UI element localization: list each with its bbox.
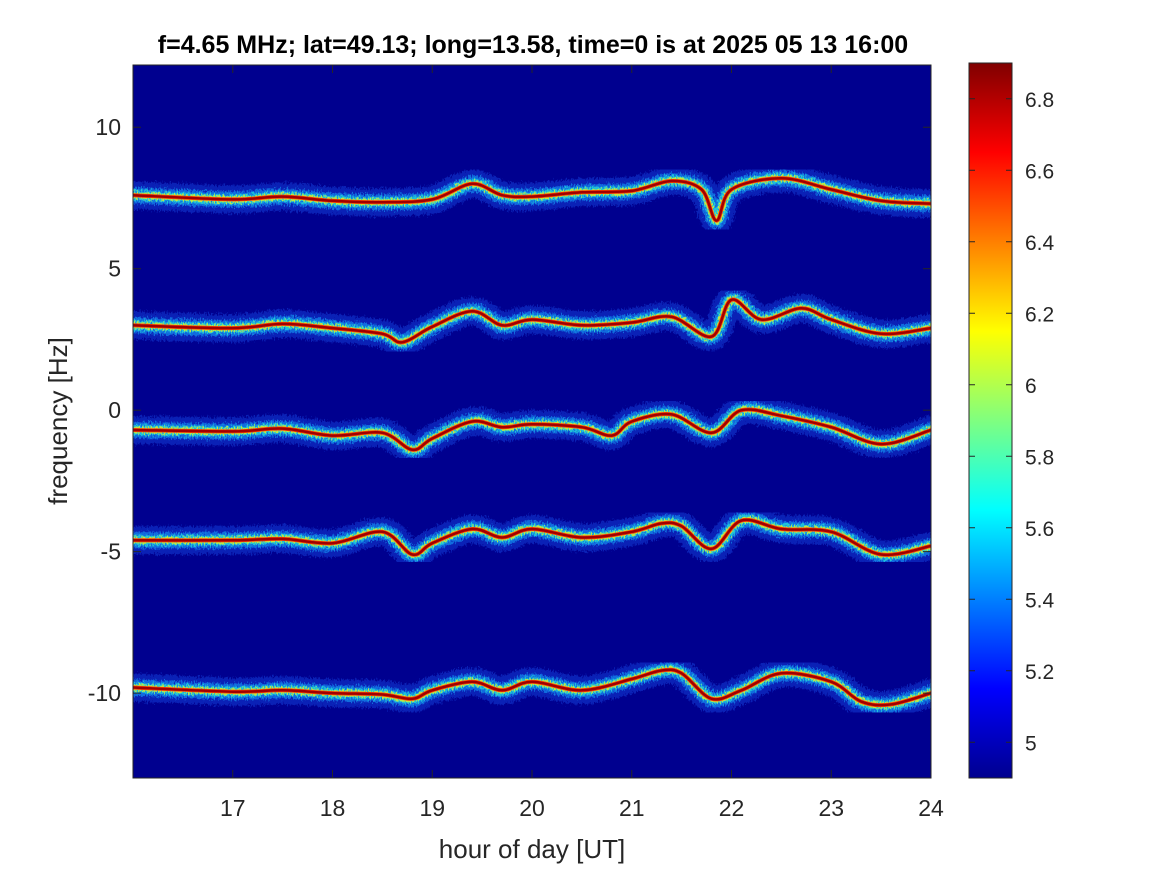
colorbar-tick-label: 5.4 xyxy=(1025,589,1055,612)
colorbar-tick-label: 5.2 xyxy=(1025,661,1054,684)
trace-line xyxy=(133,518,931,557)
x-tick-label: 21 xyxy=(619,795,645,821)
trace-band xyxy=(133,164,931,235)
x-tick-label: 24 xyxy=(918,795,944,821)
y-tick-label: -5 xyxy=(101,539,121,565)
colorbar-ticks: 5 5.2 5.4 5.6 5.8 6 6.2 6.4 6.6 6.8 xyxy=(969,89,1055,755)
colorbar-tick-label: 5.8 xyxy=(1025,446,1054,469)
colorbar-tick-label: 6.4 xyxy=(1025,232,1055,255)
chart-title: f=4.65 MHz; lat=49.13; long=13.58, time=… xyxy=(158,31,908,59)
y-tick-label: 5 xyxy=(108,256,121,282)
x-tick-label: 23 xyxy=(818,795,844,821)
trace-band xyxy=(133,395,931,464)
trace-line xyxy=(133,298,931,344)
x-tick-label: 22 xyxy=(719,795,745,821)
x-axis-label: hour of day [UT] xyxy=(439,834,625,864)
x-tick-label: 19 xyxy=(419,795,445,821)
trace-band xyxy=(133,285,931,357)
colorbar-tick-label: 6.8 xyxy=(1025,89,1054,112)
colorbar-tick-label: 5.6 xyxy=(1025,518,1054,541)
y-tick-label: 10 xyxy=(95,114,121,140)
trace-line xyxy=(133,668,931,707)
trace-line xyxy=(133,408,931,452)
trace-band xyxy=(133,505,931,569)
trace-band xyxy=(133,655,931,720)
colorbar-tick-label: 6.6 xyxy=(1025,160,1054,183)
x-tick-label: 20 xyxy=(519,795,545,821)
colorbar-tick-label: 6 xyxy=(1025,375,1037,398)
y-axis-label: frequency [Hz] xyxy=(43,337,73,505)
x-tick-label: 17 xyxy=(220,795,246,821)
colorbar-tick-label: 5 xyxy=(1025,732,1037,755)
y-axis-ticks: -10 -5 0 5 10 xyxy=(88,114,931,706)
y-tick-label: -10 xyxy=(88,680,121,706)
colorbar-tick-label: 6.2 xyxy=(1025,303,1054,326)
colorbar xyxy=(968,62,1013,779)
y-tick-label: 0 xyxy=(108,397,121,423)
spectrogram-traces xyxy=(133,164,931,720)
x-tick-label: 18 xyxy=(320,795,346,821)
x-axis-ticks: 17 18 19 20 21 22 23 24 xyxy=(220,65,944,821)
trace-line xyxy=(133,176,931,222)
